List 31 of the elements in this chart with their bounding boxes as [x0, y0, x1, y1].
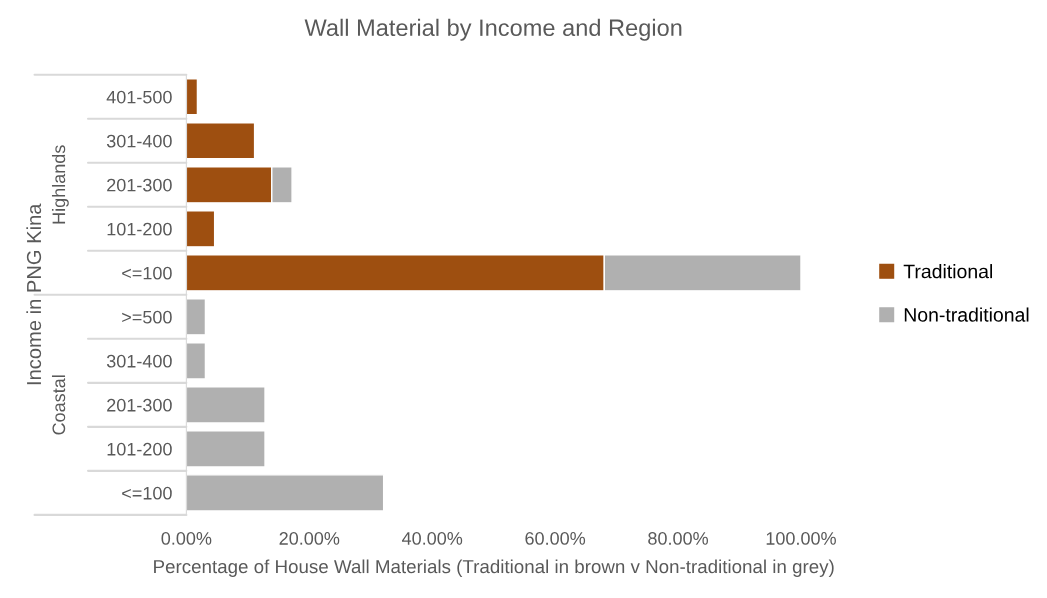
text: Highlands — [51, 145, 69, 224]
x-axis-title: Percentage of House Wall Materials (Traditional in brown v Non-traditional in grey) — [154, 559, 834, 577]
bar — [186, 210, 216, 248]
y-tick-label: 201-300 — [107, 178, 172, 192]
y-axis-title: Income in PNG Kina — [26, 203, 42, 385]
bar — [186, 342, 207, 380]
y-tick-label: 201-300 — [107, 398, 172, 412]
bar — [186, 78, 199, 116]
legend-label: Non-traditional — [904, 307, 1029, 322]
x-tick-label: 0.00% — [161, 532, 212, 545]
bar — [186, 122, 256, 160]
y-tick-label: 101-200 — [107, 222, 172, 236]
bar — [186, 386, 266, 424]
bar — [186, 474, 385, 512]
x-tick-label: 40.00% — [402, 532, 463, 545]
legend-label: Traditional — [903, 264, 992, 279]
y-tick-label: <=100 — [122, 266, 172, 280]
y-tick-label: >=500 — [122, 310, 172, 324]
y-tick-label: 301-400 — [106, 134, 172, 148]
bar — [186, 430, 266, 468]
x-tick-label: 20.00% — [279, 532, 340, 545]
y-tick-label: 401-500 — [106, 90, 172, 104]
bar — [186, 298, 207, 336]
y-tick-label: 301-400 — [106, 354, 172, 368]
text: Coastal — [51, 375, 66, 435]
x-tick-label: 60.00% — [525, 532, 586, 545]
x-tick-label: 80.00% — [648, 532, 709, 545]
y-tick-label: <=100 — [122, 486, 172, 500]
x-tick-label: 100.00% — [766, 532, 836, 545]
chart-title: Wall Material by Income and Region — [304, 18, 682, 41]
y-tick-label: 101-200 — [107, 442, 172, 456]
